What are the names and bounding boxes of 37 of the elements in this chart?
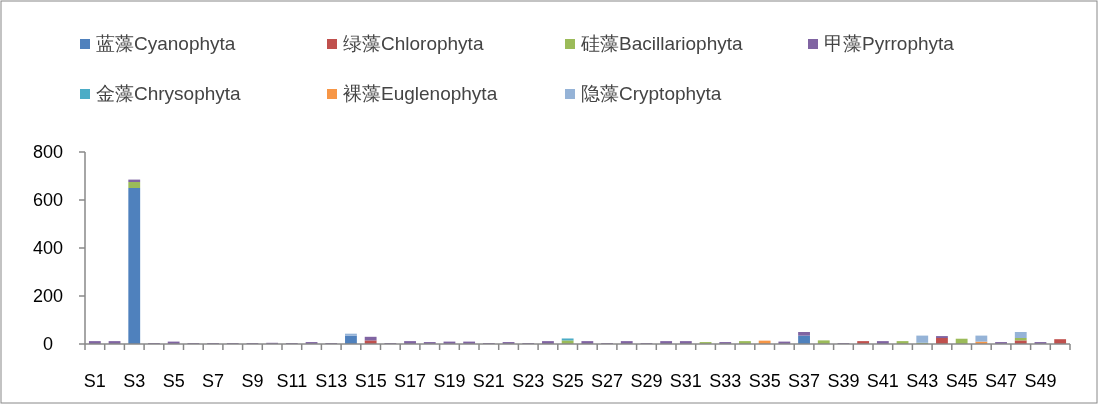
y-tick-label: 800: [32, 142, 64, 162]
legend-label: 硅藻Bacillariophyta: [580, 33, 743, 54]
x-tick-label: S19: [433, 371, 466, 391]
x-tick-label: S49: [1024, 371, 1057, 391]
y-tick-label: 0: [42, 334, 54, 354]
x-tick-label: S45: [945, 371, 978, 391]
x-tick-label: S31: [669, 371, 702, 391]
x-tick-label: S3: [123, 371, 146, 391]
y-tick-label: 600: [32, 190, 64, 210]
y-tick-label: 400: [32, 238, 64, 258]
x-tick-label: S11: [276, 371, 308, 391]
x-tick-label: S39: [827, 371, 860, 391]
x-tick-label: S23: [512, 371, 545, 391]
x-tick-label: S35: [748, 371, 781, 391]
x-tick-label: S33: [709, 371, 742, 391]
legend-label: 甲藻Pyrrophyta: [824, 33, 955, 54]
legend-label: 隐藻Cryptophyta: [581, 83, 722, 104]
x-tick-label: S1: [83, 371, 106, 391]
y-tick-label: 200: [32, 286, 64, 306]
x-tick-label: S29: [630, 371, 663, 391]
x-tick-label: S15: [354, 371, 387, 391]
legend-label: 蓝藻Cyanophyta: [96, 33, 236, 54]
x-tick-label: S25: [551, 371, 584, 391]
x-tick-label: S37: [788, 371, 821, 391]
legend-label: 金藻Chrysophyta: [96, 83, 242, 104]
x-tick-label: S41: [866, 371, 899, 391]
x-tick-label: S7: [202, 371, 225, 391]
x-tick-label: S47: [985, 371, 1018, 391]
x-tick-label: S17: [394, 371, 427, 391]
legend-label: 裸藻Euglenophyta: [343, 83, 498, 104]
x-tick-label: S5: [162, 371, 185, 391]
legend-label: 绿藻Chlorophyta: [343, 33, 484, 54]
x-tick-label: S9: [241, 371, 264, 391]
x-tick-label: S43: [906, 371, 939, 391]
x-tick-label: S13: [315, 371, 348, 391]
x-tick-label: S21: [472, 371, 505, 391]
x-tick-label: S27: [591, 371, 624, 391]
